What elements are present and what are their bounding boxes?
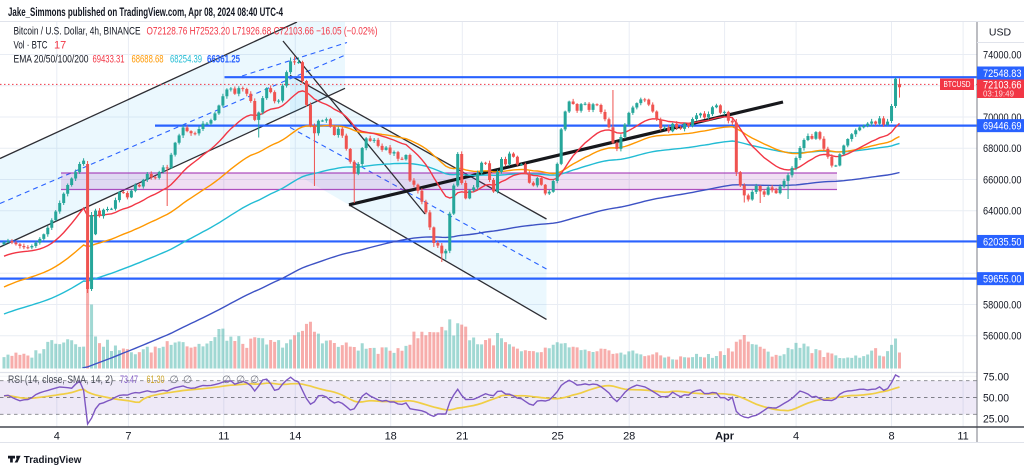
svg-text:∅: ∅ bbox=[183, 374, 192, 386]
svg-text:61.30: 61.30 bbox=[147, 374, 165, 386]
svg-text:Bitcoin / U.S. Dollar, 4h, BIN: Bitcoin / U.S. Dollar, 4h, BINANCE bbox=[14, 26, 141, 38]
svg-text:69446.69: 69446.69 bbox=[983, 120, 1022, 132]
svg-text:25.00: 25.00 bbox=[983, 413, 1009, 425]
svg-text:25: 25 bbox=[551, 431, 563, 443]
svg-text:Vol · BTC: Vol · BTC bbox=[14, 39, 48, 51]
svg-text:8: 8 bbox=[888, 431, 894, 443]
svg-text:68000.00: 68000.00 bbox=[983, 143, 1022, 155]
svg-text:69433.31: 69433.31 bbox=[93, 53, 125, 65]
svg-text:50.00: 50.00 bbox=[983, 392, 1009, 404]
svg-text:03:19:49: 03:19:49 bbox=[983, 89, 1014, 99]
svg-text:72548.83: 72548.83 bbox=[983, 68, 1022, 80]
svg-text:BTCUSD: BTCUSD bbox=[944, 79, 971, 89]
svg-text:59655.00: 59655.00 bbox=[983, 273, 1022, 285]
svg-text:Jake_Simmons published on Trad: Jake_Simmons published on TradingView.co… bbox=[8, 7, 283, 19]
svg-text:∅: ∅ bbox=[236, 374, 245, 386]
svg-text:68688.68: 68688.68 bbox=[132, 53, 164, 65]
svg-text:∅: ∅ bbox=[250, 374, 259, 386]
svg-text:4: 4 bbox=[54, 431, 60, 443]
svg-text:USD: USD bbox=[989, 27, 1012, 39]
svg-text:73.47: 73.47 bbox=[120, 374, 138, 386]
svg-text:68254.39: 68254.39 bbox=[170, 53, 202, 65]
svg-text:11: 11 bbox=[957, 431, 968, 443]
svg-text:4: 4 bbox=[793, 431, 799, 443]
svg-text:66361.25: 66361.25 bbox=[207, 53, 240, 65]
svg-text:7: 7 bbox=[125, 431, 131, 443]
svg-text:28: 28 bbox=[623, 431, 635, 443]
svg-text:∅: ∅ bbox=[222, 374, 231, 386]
svg-text:74000.00: 74000.00 bbox=[983, 49, 1022, 61]
svg-text:62035.50: 62035.50 bbox=[983, 236, 1022, 248]
svg-text:EMA 20/50/100/200: EMA 20/50/100/200 bbox=[14, 53, 89, 65]
svg-text:75.00: 75.00 bbox=[983, 371, 1009, 383]
svg-text:O72128.76 H72523.20 L71926.68: O72128.76 H72523.20 L71926.68 C72103.66 … bbox=[147, 26, 378, 38]
svg-text:58000.00: 58000.00 bbox=[983, 299, 1022, 311]
svg-text:Apr: Apr bbox=[715, 431, 735, 443]
svg-text:17: 17 bbox=[54, 39, 66, 51]
svg-text:72103.66: 72103.66 bbox=[983, 79, 1022, 91]
svg-text:RSI (14, close, SMA, 14, 2): RSI (14, close, SMA, 14, 2) bbox=[8, 374, 113, 386]
svg-text:66000.00: 66000.00 bbox=[983, 174, 1022, 186]
svg-text:21: 21 bbox=[456, 431, 468, 443]
svg-text:64000.00: 64000.00 bbox=[983, 206, 1022, 218]
svg-text:18: 18 bbox=[385, 431, 397, 443]
svg-text:56000.00: 56000.00 bbox=[983, 331, 1022, 343]
svg-text:TradingView: TradingView bbox=[24, 455, 82, 466]
svg-text:14: 14 bbox=[289, 431, 301, 443]
svg-text:11: 11 bbox=[218, 431, 229, 443]
svg-text:∅: ∅ bbox=[170, 374, 179, 386]
